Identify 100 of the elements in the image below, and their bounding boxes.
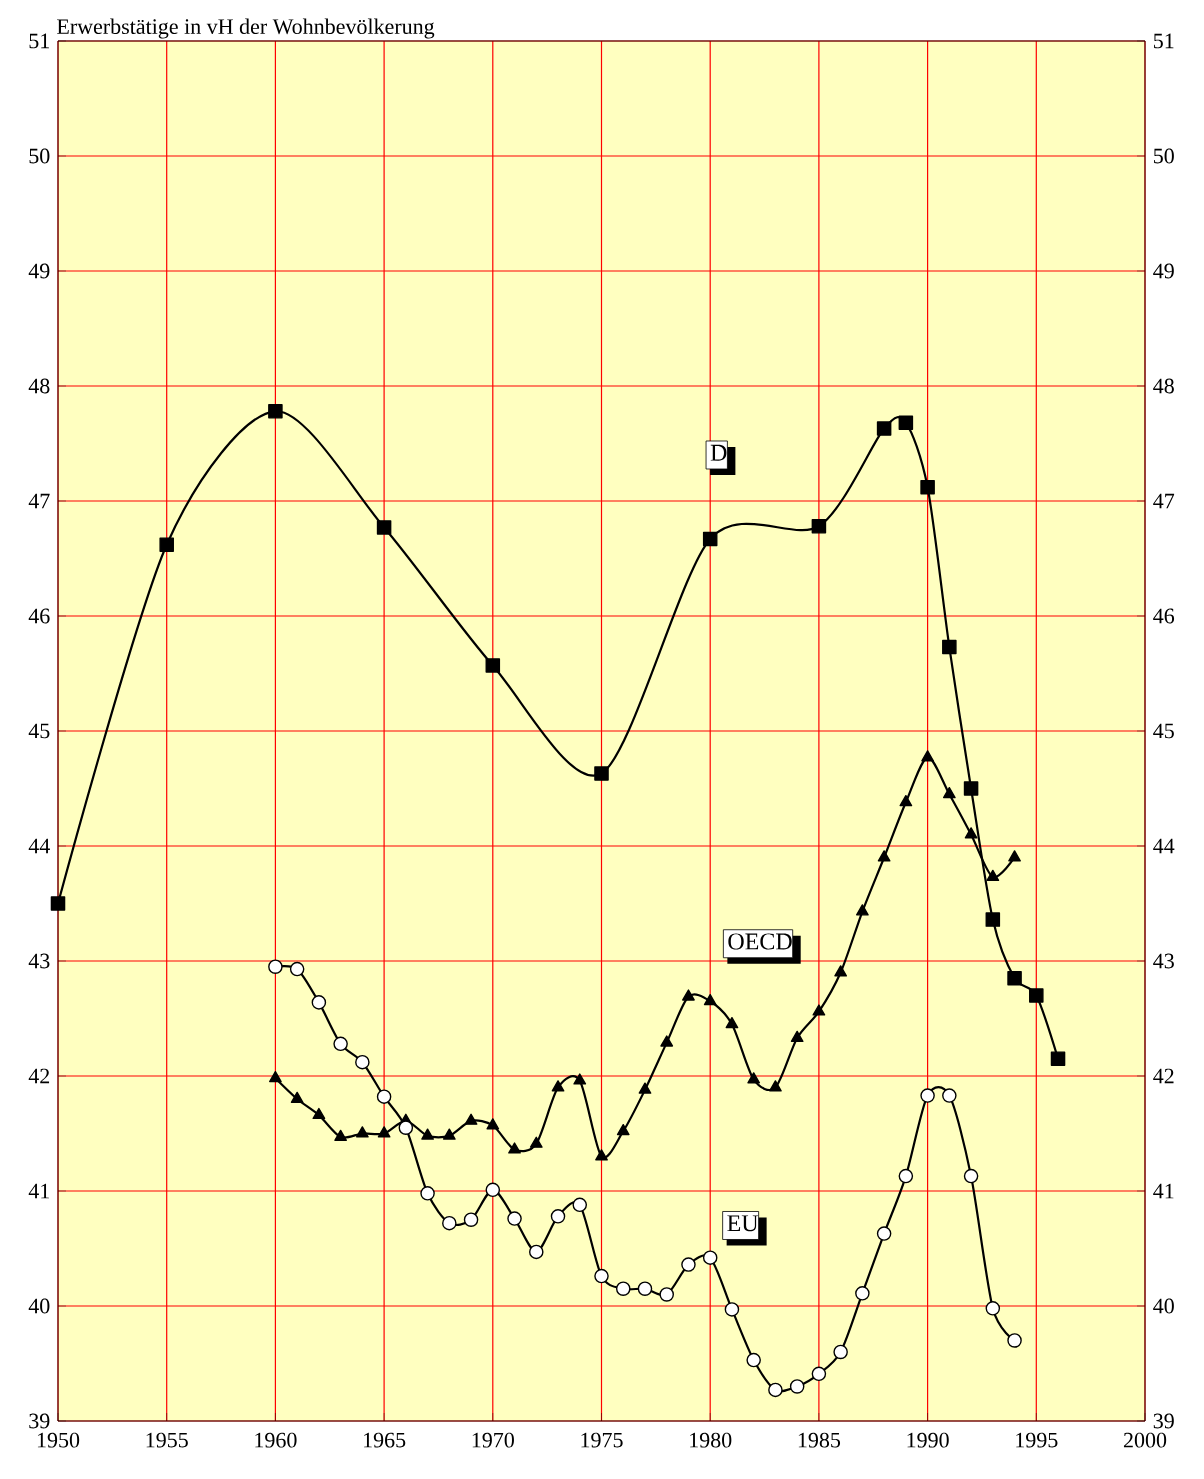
point <box>920 1088 935 1103</box>
x-tick-label: 1950 <box>37 1432 80 1448</box>
point <box>811 1366 827 1382</box>
point <box>485 658 501 673</box>
y2-tick-label: 44 <box>1153 838 1175 854</box>
x-tick-label: 1990 <box>907 1432 949 1448</box>
text: D <box>710 444 727 461</box>
point <box>594 1268 609 1284</box>
point <box>398 1120 414 1136</box>
point <box>595 1149 608 1161</box>
y-tick-label: 40 <box>28 1298 50 1314</box>
point <box>420 1186 435 1201</box>
y-tick-label: 45 <box>28 723 50 739</box>
point <box>834 965 848 977</box>
point <box>876 1226 892 1241</box>
point <box>269 1071 282 1083</box>
point <box>942 786 956 799</box>
point <box>508 1142 521 1154</box>
y-tick-label: 39 <box>29 1413 50 1429</box>
point <box>898 1168 914 1184</box>
point <box>421 1128 434 1140</box>
point <box>485 1182 501 1198</box>
point <box>333 1036 348 1052</box>
point <box>942 1088 957 1103</box>
y-tick-label: 46 <box>28 608 50 624</box>
y2-tick-label: 43 <box>1153 953 1174 969</box>
point <box>921 750 934 762</box>
x-tick-label: 1960 <box>255 1432 297 1448</box>
point <box>573 1073 587 1085</box>
x-tick-label: 1970 <box>472 1432 514 1448</box>
point <box>703 993 717 1006</box>
point <box>334 1129 348 1141</box>
x-tick-label: 1975 <box>581 1432 623 1448</box>
text: OECD <box>728 933 792 950</box>
point <box>377 1126 391 1138</box>
point <box>899 795 913 807</box>
x-tick-label: 1995 <box>1016 1432 1058 1448</box>
point <box>529 1136 543 1148</box>
y2-tick-label: 48 <box>1153 378 1174 394</box>
point <box>268 959 283 975</box>
point <box>746 1352 761 1368</box>
y2-tick-label: 50 <box>1154 148 1174 164</box>
y-tick-label: 42 <box>28 1068 50 1084</box>
point <box>1050 1051 1066 1067</box>
y-tick-label: 50 <box>29 148 50 164</box>
y-tick-label: 44 <box>28 838 50 854</box>
y2-tick-label: 51 <box>1154 33 1174 49</box>
point <box>768 1382 783 1398</box>
point <box>660 1035 674 1047</box>
point <box>159 537 174 552</box>
point <box>725 1016 739 1029</box>
point <box>355 1054 370 1070</box>
y-tick-label: 41 <box>28 1183 49 1199</box>
point <box>985 912 1001 927</box>
point <box>986 869 1000 882</box>
y2-tick-label: 45 <box>1153 723 1174 739</box>
point <box>376 520 392 535</box>
point <box>898 415 914 431</box>
point <box>442 1215 457 1231</box>
x-tick-label: 1955 <box>146 1432 188 1448</box>
y-tick-label: 43 <box>28 953 50 969</box>
point <box>594 766 609 781</box>
point <box>855 904 869 916</box>
point <box>724 1302 740 1317</box>
point <box>638 1082 652 1094</box>
point <box>985 1301 1001 1316</box>
point <box>964 827 978 839</box>
point <box>463 1212 479 1228</box>
point <box>529 1244 544 1260</box>
point <box>464 1113 478 1125</box>
point <box>855 1286 870 1301</box>
point <box>920 479 935 495</box>
point <box>550 1209 566 1224</box>
point <box>833 1344 848 1360</box>
point <box>376 1089 392 1104</box>
point <box>659 1287 674 1302</box>
y-tick-label: 47 <box>28 493 50 509</box>
point <box>963 781 979 796</box>
series-label: EU <box>727 1215 759 1232</box>
point <box>702 1250 718 1265</box>
x-tick-label: 2000 <box>1123 1432 1167 1448</box>
point <box>876 421 892 436</box>
y-tick-label: 49 <box>28 263 50 279</box>
point <box>311 995 327 1010</box>
point <box>616 1123 630 1136</box>
y2-tick-label: 41 <box>1153 1183 1174 1199</box>
point <box>507 1211 522 1226</box>
point <box>486 1118 500 1130</box>
y2-tick-label: 39 <box>1153 1413 1174 1429</box>
x-tick-label: 1985 <box>798 1432 841 1448</box>
point <box>572 1197 588 1213</box>
y2-tick-label: 49 <box>1153 263 1174 279</box>
y2-tick-label: 47 <box>1153 493 1175 509</box>
point <box>681 1257 696 1272</box>
y2-tick-label: 46 <box>1153 608 1175 624</box>
point <box>747 1072 761 1084</box>
point <box>1007 970 1022 986</box>
point <box>790 1030 804 1043</box>
x-tick-label: 1965 <box>364 1432 406 1448</box>
point <box>1008 850 1021 862</box>
